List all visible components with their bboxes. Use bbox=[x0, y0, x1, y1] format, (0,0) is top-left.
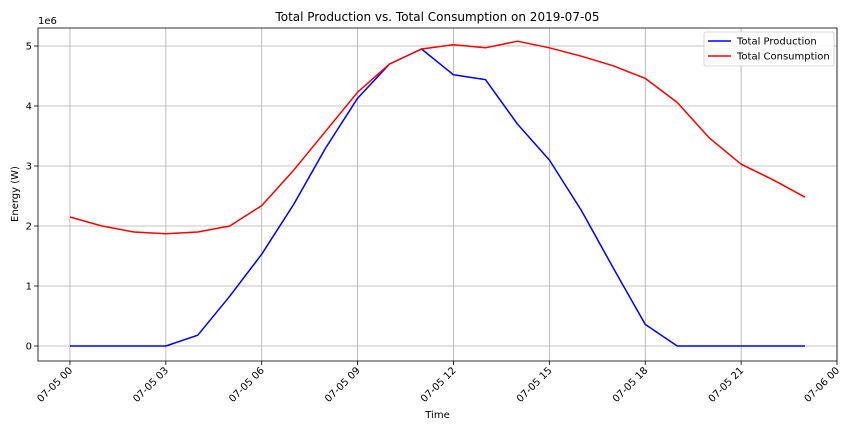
legend-box bbox=[703, 31, 835, 67]
y-tick-label: 5 bbox=[26, 42, 32, 53]
x-tick-label: 07-05 03 bbox=[131, 365, 171, 405]
plot-area bbox=[38, 28, 837, 361]
series-line-production bbox=[69, 48, 806, 347]
x-tick-label: 07-06 00 bbox=[803, 365, 843, 405]
x-tick-label: 07-05 00 bbox=[36, 365, 76, 405]
y-tick-label: 2 bbox=[26, 222, 32, 233]
series-line-consumption bbox=[69, 40, 806, 235]
plot-frame bbox=[37, 27, 838, 362]
y-axis: 0 1 2 3 4 5 bbox=[26, 42, 38, 353]
y-tick-label: 4 bbox=[26, 102, 32, 113]
y-axis-label: Energy (W) bbox=[10, 166, 21, 222]
x-tick-label: 07-05 06 bbox=[227, 365, 267, 405]
y-tick-label: 3 bbox=[26, 162, 32, 173]
x-tick-label: 07-05 21 bbox=[707, 365, 747, 405]
x-tick-label: 07-05 12 bbox=[419, 365, 459, 405]
y-scale-label: 1e6 bbox=[38, 16, 57, 27]
x-tick-label: 07-05 09 bbox=[323, 365, 363, 405]
y-tick-label: 1 bbox=[26, 282, 32, 293]
legend-label-production: Total Production bbox=[736, 37, 817, 48]
x-axis-label: Time bbox=[424, 410, 449, 421]
legend-label-consumption: Total Consumption bbox=[736, 52, 830, 63]
x-tick-label: 07-05 15 bbox=[515, 365, 555, 405]
x-tick-label: 07-05 18 bbox=[611, 365, 651, 405]
y-tick-label: 0 bbox=[26, 342, 32, 353]
x-axis: 07-05 00 07-05 03 07-05 06 07-05 09 07-05 12… bbox=[36, 361, 843, 405]
series-lines bbox=[69, 40, 806, 347]
legend: Total Production Total Consumption bbox=[703, 31, 835, 67]
chart-title: Total Production vs. Total Consumption o… bbox=[274, 10, 599, 24]
